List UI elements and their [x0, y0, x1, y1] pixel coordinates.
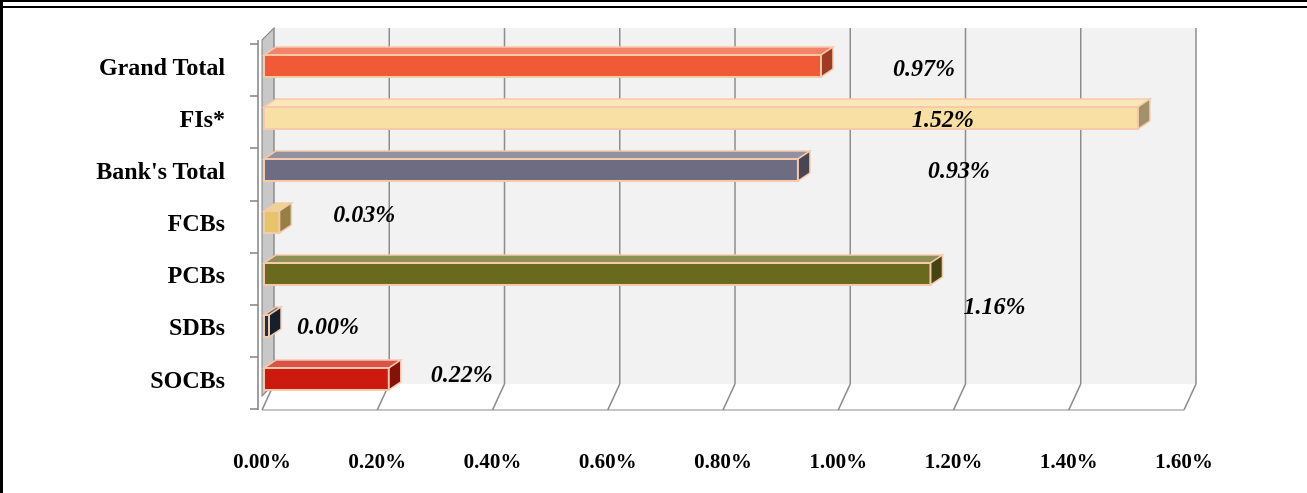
floor-gridline	[491, 383, 506, 411]
floor-gridline	[722, 383, 736, 411]
category-label: PCBs	[168, 263, 225, 289]
x-tick-label: 1.20%	[925, 449, 983, 473]
bar	[261, 253, 945, 287]
category-label: FIs*	[180, 107, 225, 133]
data-labels: 0.97% 1.52% 0.93% 0.03% 1.16% 0.00% 0.22%	[297, 56, 1025, 388]
bar	[261, 149, 813, 183]
x-tick-label: 0.00%	[233, 449, 291, 473]
data-label: 0.93%	[928, 158, 990, 184]
bar	[261, 358, 404, 392]
floor-gridline	[1068, 383, 1082, 411]
x-tick-label: 0.20%	[348, 449, 406, 473]
bar	[261, 45, 836, 79]
x-tick-label: 1.40%	[1040, 449, 1098, 473]
category-labels: Grand Total FIs* Bank's Total FCBs PCBs SDBs S…	[96, 55, 225, 394]
bar	[261, 201, 294, 235]
floor-gridline	[607, 383, 621, 411]
data-label: 0.97%	[893, 56, 955, 82]
bar	[261, 305, 284, 339]
category-label: Grand Total	[99, 55, 225, 81]
data-label: 0.00%	[297, 314, 359, 340]
x-tick-labels: 0.00% 0.20% 0.40% 0.60% 0.80% 1.00% 1.20% 1.40%…	[233, 449, 1213, 473]
chart-walls	[261, 26, 1196, 398]
x-tick-label: 0.80%	[694, 449, 752, 473]
gridlines	[250, 28, 1197, 411]
x-tick-label: 1.00%	[809, 449, 867, 473]
floor-gridline	[952, 383, 967, 411]
floor-gridline	[837, 383, 851, 411]
floor-gridline	[1183, 383, 1197, 411]
category-label: SDBs	[169, 315, 225, 341]
x-tick-label: 1.60%	[1155, 449, 1213, 473]
category-label: Bank's Total	[96, 159, 225, 185]
data-label: 1.16%	[963, 294, 1025, 320]
category-label: SOCBs	[150, 368, 225, 394]
bar	[261, 97, 1153, 131]
data-label: 0.22%	[431, 362, 493, 388]
data-label: 1.52%	[912, 107, 974, 133]
x-tick-label: 0.40%	[464, 449, 522, 473]
bars	[261, 45, 1153, 392]
category-label: FCBs	[168, 211, 225, 237]
data-label: 0.03%	[333, 202, 395, 228]
x-tick-label: 0.60%	[579, 449, 637, 473]
